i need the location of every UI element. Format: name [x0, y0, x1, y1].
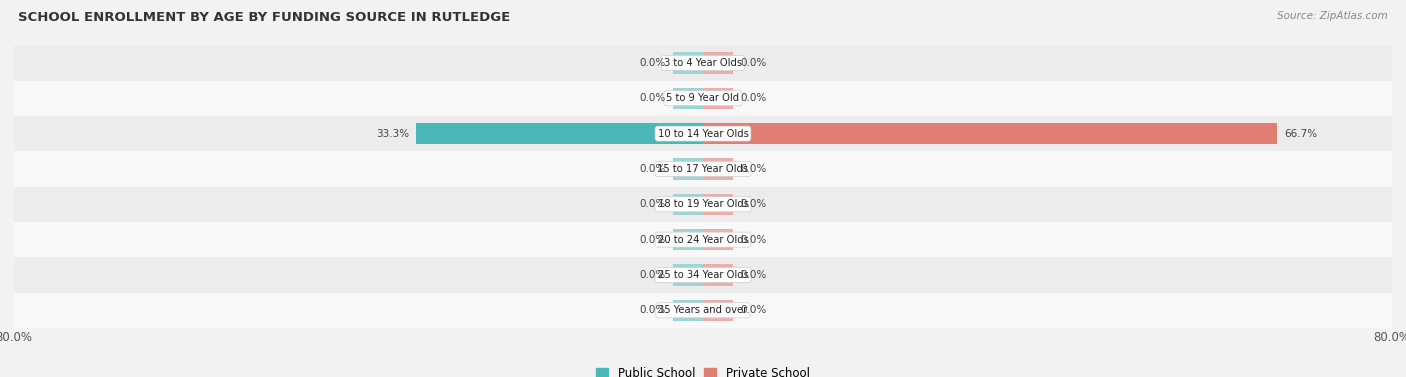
- Text: 66.7%: 66.7%: [1284, 129, 1317, 139]
- Bar: [14, 151, 1392, 187]
- Text: 0.0%: 0.0%: [740, 93, 766, 103]
- Bar: [703, 264, 733, 286]
- Bar: [673, 158, 703, 179]
- Bar: [14, 222, 1392, 257]
- Bar: [703, 194, 733, 215]
- Text: 10 to 14 Year Olds: 10 to 14 Year Olds: [658, 129, 748, 139]
- Bar: [703, 300, 733, 321]
- Bar: [14, 187, 1392, 222]
- Bar: [673, 52, 703, 74]
- Text: 35 Years and over: 35 Years and over: [658, 305, 748, 315]
- Text: 18 to 19 Year Olds: 18 to 19 Year Olds: [658, 199, 748, 209]
- Bar: [416, 123, 703, 144]
- Text: 0.0%: 0.0%: [640, 93, 666, 103]
- Text: 0.0%: 0.0%: [740, 199, 766, 209]
- Bar: [673, 87, 703, 109]
- Text: 0.0%: 0.0%: [740, 234, 766, 245]
- Bar: [14, 45, 1392, 81]
- Bar: [673, 194, 703, 215]
- Text: 0.0%: 0.0%: [640, 58, 666, 68]
- Text: 33.3%: 33.3%: [377, 129, 409, 139]
- Bar: [14, 257, 1392, 293]
- Text: SCHOOL ENROLLMENT BY AGE BY FUNDING SOURCE IN RUTLEDGE: SCHOOL ENROLLMENT BY AGE BY FUNDING SOUR…: [18, 11, 510, 24]
- Bar: [14, 116, 1392, 151]
- Text: 0.0%: 0.0%: [740, 58, 766, 68]
- Text: 0.0%: 0.0%: [640, 164, 666, 174]
- Text: 0.0%: 0.0%: [640, 234, 666, 245]
- Bar: [703, 87, 733, 109]
- Text: 20 to 24 Year Olds: 20 to 24 Year Olds: [658, 234, 748, 245]
- Text: 15 to 17 Year Olds: 15 to 17 Year Olds: [658, 164, 748, 174]
- Bar: [703, 123, 1278, 144]
- Text: 0.0%: 0.0%: [740, 270, 766, 280]
- Text: 0.0%: 0.0%: [740, 164, 766, 174]
- Bar: [673, 300, 703, 321]
- Text: 0.0%: 0.0%: [740, 305, 766, 315]
- Bar: [703, 229, 733, 250]
- Text: 0.0%: 0.0%: [640, 305, 666, 315]
- Text: Source: ZipAtlas.com: Source: ZipAtlas.com: [1277, 11, 1388, 21]
- Text: 0.0%: 0.0%: [640, 199, 666, 209]
- Bar: [673, 264, 703, 286]
- Bar: [673, 229, 703, 250]
- Bar: [703, 158, 733, 179]
- Bar: [14, 81, 1392, 116]
- Text: 5 to 9 Year Old: 5 to 9 Year Old: [666, 93, 740, 103]
- Text: 3 to 4 Year Olds: 3 to 4 Year Olds: [664, 58, 742, 68]
- Text: 25 to 34 Year Olds: 25 to 34 Year Olds: [658, 270, 748, 280]
- Legend: Public School, Private School: Public School, Private School: [592, 362, 814, 377]
- Text: 0.0%: 0.0%: [640, 270, 666, 280]
- Bar: [703, 52, 733, 74]
- Bar: [14, 293, 1392, 328]
